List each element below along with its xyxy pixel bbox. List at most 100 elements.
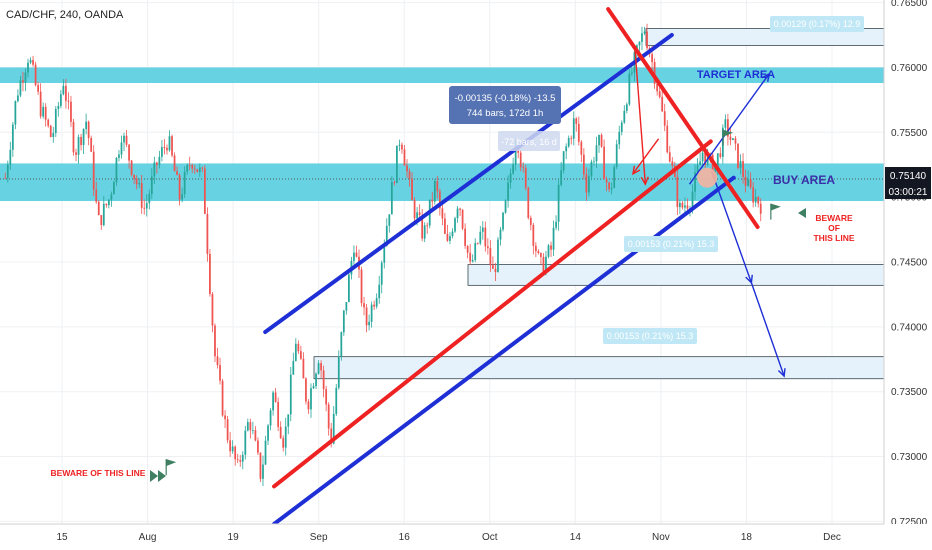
candle-body (57, 105, 60, 110)
candle-body (320, 363, 322, 371)
candle-body (188, 164, 191, 166)
candle-body (120, 142, 123, 155)
candle-body (340, 332, 343, 357)
candle-body (724, 119, 727, 128)
candle-body (325, 389, 328, 405)
candle-body (560, 170, 563, 185)
candle-body (345, 302, 348, 311)
candle-body (542, 256, 545, 272)
candle-body (80, 136, 82, 146)
candle-body (143, 207, 146, 209)
measure-mid-label: 0.00153 (0.21%) 15.3 (628, 239, 715, 249)
candle-body (337, 356, 340, 388)
candle-body (390, 182, 393, 215)
candle-body (209, 253, 211, 295)
candle-body (145, 203, 148, 209)
flag-1 (723, 129, 734, 137)
candle-body (593, 161, 595, 163)
candle-body (711, 154, 714, 178)
candle-body (307, 401, 310, 410)
candle-body (656, 83, 659, 92)
candle-body (666, 125, 669, 153)
candle-body (102, 203, 105, 226)
candle-body (363, 303, 365, 308)
candle-body (75, 152, 77, 155)
candle-body (310, 388, 312, 410)
candle-body (123, 135, 125, 143)
candle-body (52, 132, 55, 137)
candle-body (163, 147, 166, 148)
candle-body (97, 201, 100, 216)
candle-body (567, 138, 570, 147)
candle-body (251, 430, 254, 431)
candle-body (178, 174, 181, 200)
candle-body (365, 307, 368, 326)
candle-body (598, 134, 600, 146)
symbol-label: CAD/CHF, 240, OANDA (6, 9, 124, 21)
candle-body (335, 387, 338, 414)
candle-body (605, 179, 608, 183)
time-tick-label: 18 (741, 532, 753, 543)
candle-body (29, 59, 32, 63)
candle-body (19, 80, 22, 96)
candle-body (469, 252, 472, 262)
candle-body (110, 194, 113, 200)
candle-body (150, 176, 153, 195)
candle-body (699, 161, 701, 166)
candle-body (739, 161, 742, 168)
candle-body (474, 243, 477, 260)
candle-body (183, 171, 186, 195)
measure-top-label: 0.00129 (0.17%) 12.9 (774, 19, 861, 29)
candle-body (484, 227, 487, 247)
price-tick-label: 0.73000 (891, 452, 928, 463)
candle-body (431, 199, 434, 202)
candle-body (95, 189, 98, 202)
candles (4, 23, 762, 487)
candle-body (661, 96, 664, 112)
candle-body (140, 183, 143, 208)
candle-body (557, 184, 560, 222)
candle-body (565, 146, 568, 152)
candle-body (47, 119, 50, 126)
candle-body (161, 147, 163, 157)
candle-body (577, 123, 580, 142)
candle-body (196, 169, 199, 172)
candle-body (216, 356, 219, 366)
candle-body (59, 94, 62, 106)
candle-body (383, 245, 386, 263)
candle-body (229, 440, 232, 452)
candle-body (368, 321, 370, 326)
arrow-down-3 (632, 138, 660, 175)
candle-body (625, 104, 628, 111)
time-tick-label: 14 (570, 532, 582, 543)
candle-body (166, 147, 168, 151)
candle-body (254, 430, 257, 441)
candle-body (613, 166, 616, 188)
candle-body (27, 62, 29, 73)
candle-body (534, 245, 537, 252)
candle-body (509, 173, 512, 183)
candle-body (191, 165, 194, 169)
candle-body (370, 304, 373, 322)
time-tick-label: 19 (228, 532, 240, 543)
candle-body (615, 144, 618, 167)
candle-body (279, 426, 282, 439)
candle-body (264, 440, 267, 465)
candle-body (267, 425, 269, 441)
countdown-badge (885, 183, 931, 199)
candle-body (658, 91, 661, 97)
candle-body (294, 343, 297, 361)
arrow-down-3-head (631, 165, 641, 176)
info-box (449, 86, 561, 124)
candle-body (757, 196, 760, 204)
candle-body (158, 156, 161, 165)
candle-body (653, 62, 656, 84)
candle-body (529, 217, 532, 225)
candle-body (449, 236, 451, 241)
candle-body (100, 215, 103, 226)
candle-body (6, 164, 9, 178)
candle-body (476, 243, 479, 244)
candle-body (133, 174, 136, 179)
candle-body (393, 182, 396, 183)
